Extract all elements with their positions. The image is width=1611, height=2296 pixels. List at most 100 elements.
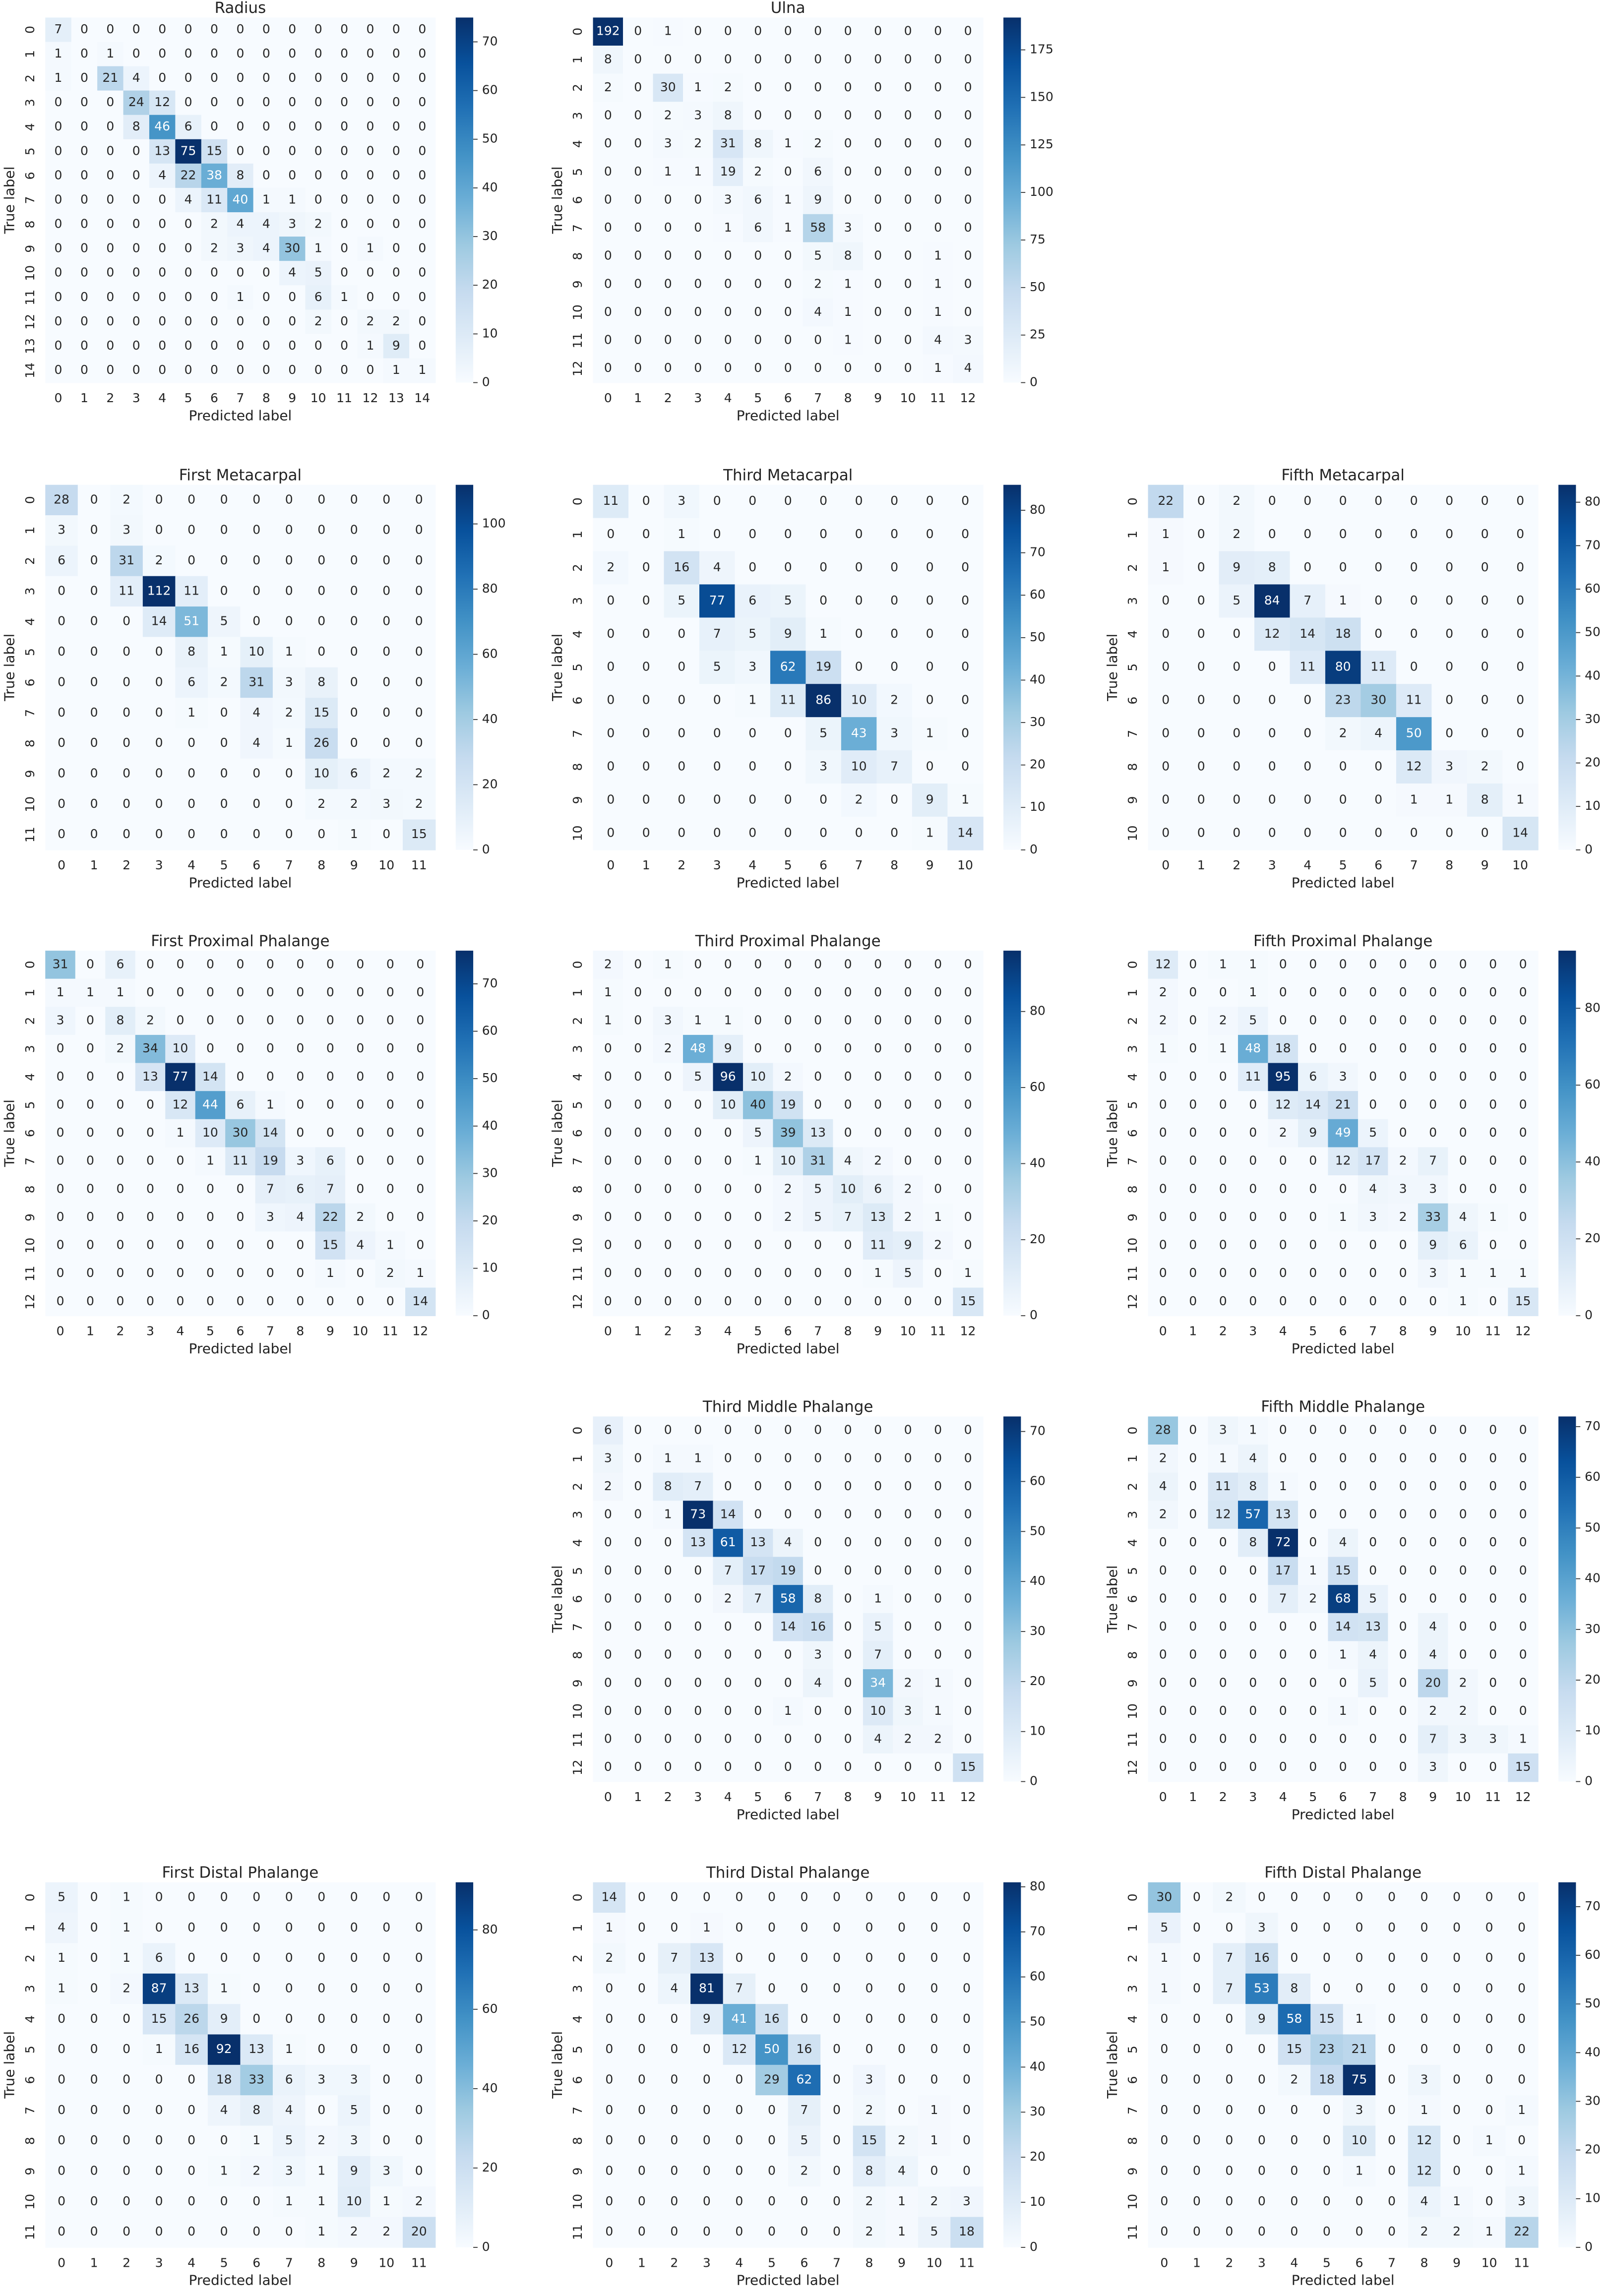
x-tick-label: 3 [694, 1324, 702, 1338]
chart-title: Third Middle Phalange [702, 1398, 873, 1416]
cell [593, 270, 623, 299]
y-tick-label: 0 [1125, 1893, 1140, 1901]
cell-label: 0 [210, 119, 218, 133]
cell-label: 0 [963, 2103, 971, 2117]
y-tick-label: 4 [1125, 630, 1140, 638]
cell-label: 0 [855, 560, 863, 574]
cell [713, 102, 744, 130]
cell-label: 0 [934, 1563, 942, 1577]
cell-label: 5 [1160, 1920, 1168, 1934]
y-tick-label: 1 [23, 50, 37, 58]
cell-label: 0 [418, 70, 426, 85]
cell-label: 0 [964, 1423, 972, 1437]
cell-label: 75 [181, 143, 196, 158]
cell-label: 0 [844, 361, 852, 375]
cell-label: 8 [814, 1591, 822, 1605]
cell-label: 0 [1189, 1181, 1197, 1196]
cell-label: 0 [1159, 1209, 1167, 1224]
cell-label: 0 [1453, 2103, 1461, 2117]
cell-label: 0 [934, 136, 942, 150]
cell-label: 0 [754, 1209, 762, 1224]
cell-label: 0 [814, 52, 822, 66]
cell-label: 0 [1219, 985, 1227, 999]
cell-label: 0 [262, 46, 270, 60]
cell-label: 0 [1399, 1619, 1407, 1633]
cell-label: 0 [123, 796, 130, 811]
cell-label: 0 [784, 1423, 792, 1437]
y-tick-label: 10 [1125, 2194, 1140, 2210]
x-tick-label: 11 [1514, 2255, 1530, 2270]
cell-label: 0 [418, 241, 426, 255]
cell-label: 0 [1399, 1041, 1407, 1055]
cell-label: 0 [106, 143, 114, 158]
cell-label: 0 [1481, 660, 1489, 674]
cell-label: 1 [934, 276, 942, 291]
cell-label: 0 [210, 95, 218, 109]
cell-label: 0 [642, 792, 650, 806]
cell-label: 2 [866, 2224, 873, 2238]
cell-label: 0 [415, 705, 423, 720]
cell [175, 115, 202, 140]
cell-label: 0 [634, 1675, 642, 1690]
cell-label: 0 [90, 2133, 98, 2147]
cell-label: 0 [634, 1619, 642, 1633]
cell-label: 0 [1518, 2042, 1526, 2056]
x-tick-label: 9 [898, 2255, 906, 2270]
x-tick-label: 3 [155, 858, 163, 872]
cell-label: 0 [670, 2133, 678, 2147]
cell-label: 0 [724, 1450, 732, 1465]
y-tick-label: 12 [23, 314, 37, 330]
cell-label: 0 [768, 1981, 776, 1995]
cell-label: 0 [1279, 957, 1287, 971]
cell [45, 187, 72, 213]
cell-label: 0 [703, 2224, 711, 2238]
cell-label: 0 [1303, 792, 1311, 806]
cell-label: 1 [317, 2164, 325, 2178]
cell-label: 0 [1339, 1423, 1347, 1437]
y-tick-label: 3 [570, 1511, 585, 1519]
cell-label: 0 [1189, 1041, 1197, 1055]
cell [593, 45, 623, 74]
cell [279, 237, 306, 262]
colorbar-tick-label: 40 [482, 712, 498, 726]
x-tick-label: 2 [123, 858, 130, 872]
cell-label: 0 [926, 759, 934, 774]
cell-label: 0 [288, 22, 296, 36]
cell-label: 0 [106, 265, 114, 280]
cell-label: 0 [1339, 527, 1347, 541]
cell-label: 22 [181, 168, 196, 182]
cell-label: 0 [934, 1294, 942, 1308]
cell [331, 163, 358, 188]
cell-label: 0 [694, 1181, 702, 1196]
cell-label: 0 [934, 1266, 942, 1280]
cell [227, 358, 254, 383]
cell-label: 0 [1193, 1981, 1201, 1995]
cell-label: 0 [236, 985, 244, 999]
cell [253, 237, 280, 262]
cell-label: 0 [57, 1294, 64, 1308]
cell-label: 0 [58, 2224, 65, 2238]
y-tick-label: 1 [570, 1454, 585, 1462]
cell-label: 0 [898, 2011, 906, 2026]
cell-label: 0 [176, 957, 184, 971]
cell-label: 0 [963, 2042, 971, 2056]
cell-label: 0 [963, 1981, 971, 1995]
cell-label: 3 [664, 136, 672, 150]
cell-label: 0 [317, 553, 325, 567]
y-tick-label: 1 [23, 1924, 37, 1932]
cell-label: 0 [1309, 1619, 1317, 1633]
cell-label: 0 [117, 1294, 124, 1308]
cell-label: 0 [1519, 1423, 1527, 1437]
cell [253, 285, 280, 310]
cell [45, 139, 72, 164]
cell-label: 0 [670, 2194, 678, 2208]
cell-label: 0 [874, 1759, 882, 1774]
cell-label: 0 [1225, 1920, 1233, 1934]
cell [331, 139, 358, 164]
cell [279, 187, 306, 213]
x-tick-label: 1 [90, 2255, 98, 2270]
y-tick-label: 12 [1125, 1759, 1140, 1775]
cell-label: 0 [784, 248, 792, 263]
cell-label: 11 [232, 1153, 248, 1168]
